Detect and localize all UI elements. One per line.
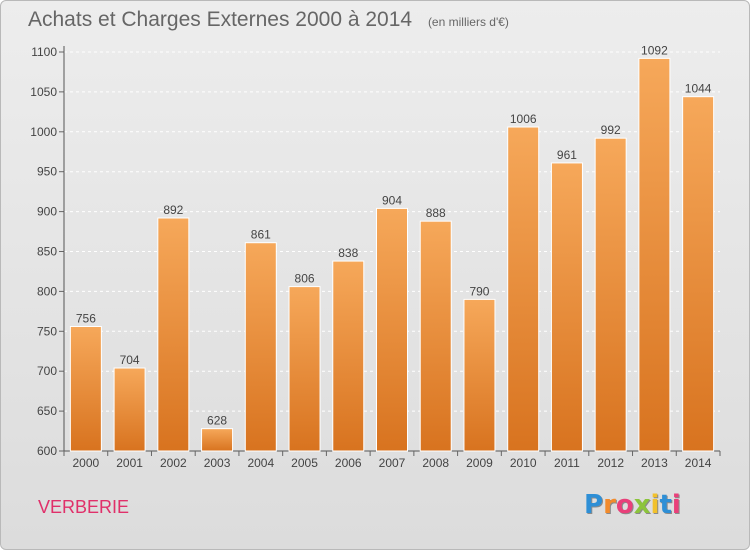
x-tick-label: 2008	[422, 456, 449, 470]
logo-letter: r	[603, 490, 616, 520]
bar	[113, 367, 146, 452]
bar	[682, 96, 715, 452]
x-tick-label: 2002	[160, 456, 187, 470]
y-tick-label: 950	[37, 165, 57, 179]
x-tick-label: 2005	[291, 456, 318, 470]
y-tick-label: 800	[37, 284, 57, 298]
bar-value-label: 861	[251, 228, 271, 242]
chart-unit-label: (en milliers d'€)	[427, 15, 509, 29]
bar	[550, 162, 583, 452]
bar-value-label: 628	[207, 414, 227, 428]
bar-value-label: 992	[601, 123, 621, 137]
bar	[638, 57, 671, 452]
x-tick-label: 2006	[335, 456, 362, 470]
logo-letter: P	[584, 490, 604, 520]
logo-letter: o	[615, 490, 634, 520]
bar-value-label: 892	[163, 203, 183, 217]
logo-letter: i	[650, 490, 660, 520]
bar	[507, 126, 540, 452]
chart-title: Achats et Charges Externes 2000 à 2014 (…	[28, 8, 509, 32]
bar	[69, 326, 102, 452]
bar-value-label: 1006	[510, 112, 537, 126]
x-tick-label: 2003	[204, 456, 231, 470]
bar-value-label: 838	[338, 246, 358, 260]
logo-letter: i	[671, 490, 681, 520]
bar-value-label: 756	[76, 312, 96, 326]
city-name: VERBERIE	[38, 497, 130, 517]
bar	[463, 298, 496, 452]
bar-value-label: 961	[557, 148, 577, 162]
bar	[332, 260, 365, 452]
x-tick-label: 2004	[247, 456, 274, 470]
y-tick-label: 1050	[30, 85, 57, 99]
bar-value-label: 704	[120, 353, 140, 367]
bar	[376, 207, 408, 452]
bar	[594, 137, 627, 452]
y-tick-label: 650	[37, 404, 57, 418]
bar-value-label: 806	[295, 272, 315, 286]
x-tick-label: 2007	[379, 456, 406, 470]
y-tick-label: 600	[37, 444, 57, 458]
x-tick-label: 2010	[510, 456, 537, 470]
bar	[201, 428, 234, 452]
bar-value-label: 888	[426, 206, 446, 220]
y-tick-label: 900	[37, 205, 57, 219]
bar-value-label: 1092	[641, 43, 668, 57]
y-tick-label: 750	[37, 324, 57, 338]
x-tick-label: 2009	[466, 456, 493, 470]
logo-letter: t	[659, 490, 672, 520]
bar-value-label: 904	[382, 193, 402, 207]
x-tick-label: 2011	[554, 456, 580, 470]
y-tick-label: 850	[37, 245, 57, 259]
logo-letter: x	[633, 490, 651, 520]
bar	[157, 217, 190, 452]
bar-value-label: 790	[469, 284, 489, 298]
y-tick-label: 700	[37, 364, 57, 378]
chart-title-text: Achats et Charges Externes 2000 à 2014	[28, 8, 413, 31]
x-tick-label: 2000	[73, 456, 100, 470]
bar	[419, 220, 452, 452]
y-tick-label: 1000	[30, 125, 57, 139]
x-tick-label: 2012	[597, 456, 624, 470]
x-tick-label: 2013	[641, 456, 668, 470]
bar	[244, 242, 277, 452]
x-tick-label: 2014	[685, 456, 712, 470]
proxiti-logo: Proxiti	[584, 490, 681, 520]
x-tick-label: 2001	[116, 456, 143, 470]
bar	[288, 286, 321, 452]
bar-value-label: 1044	[685, 82, 712, 96]
y-tick-label: 1100	[31, 45, 57, 59]
